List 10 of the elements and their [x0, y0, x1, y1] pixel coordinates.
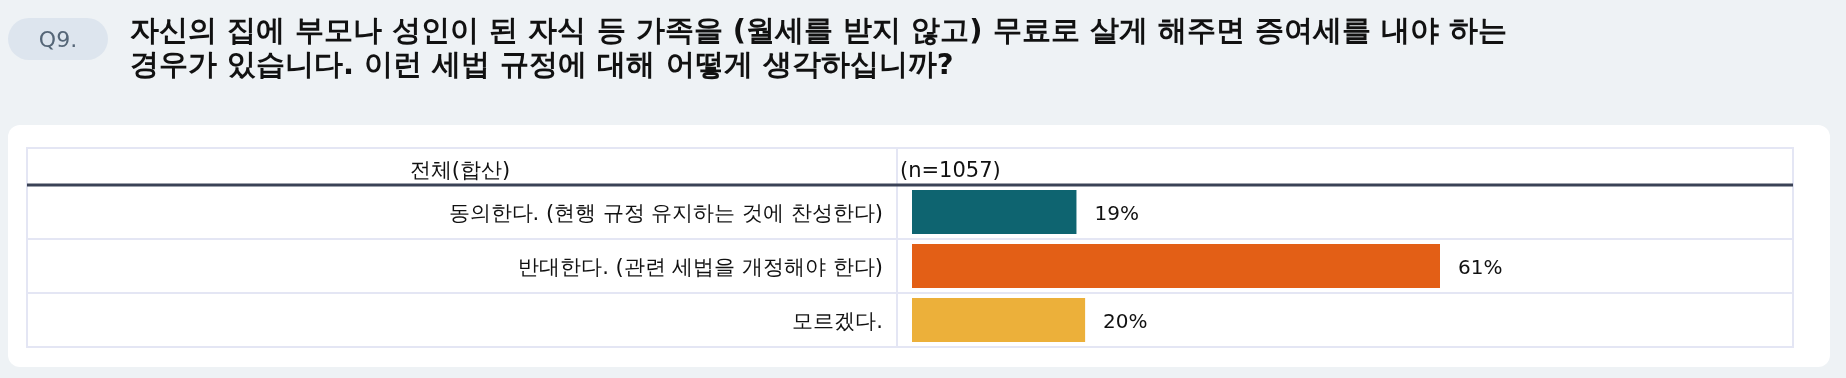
text: Q9.: [38, 27, 78, 52]
data-label: 19%: [1094, 201, 1139, 225]
y-tick-label: 반대한다. (관련 세법을 개정해야 한다): [518, 255, 883, 279]
data-label: 61%: [1458, 255, 1503, 279]
text: (n=1057): [900, 158, 1001, 182]
data-label: 20%: [1103, 309, 1148, 333]
y-tick-label: 모르겠다.: [792, 309, 883, 333]
text: 전체(합산): [409, 158, 511, 182]
y-tick-label: 동의한다. (현행 규정 유지하는 것에 찬성한다): [448, 201, 883, 225]
chart-title: 자신의 집에 부모나 성인이 된 자식 등 가족을 (월세를 받지 않고) 무료로 살게 해주면 증여세를 내야 하는 경우가 있습니다. 이런 세법 규정에 대해 어떻게 생각하십니까?: [130, 13, 1508, 81]
